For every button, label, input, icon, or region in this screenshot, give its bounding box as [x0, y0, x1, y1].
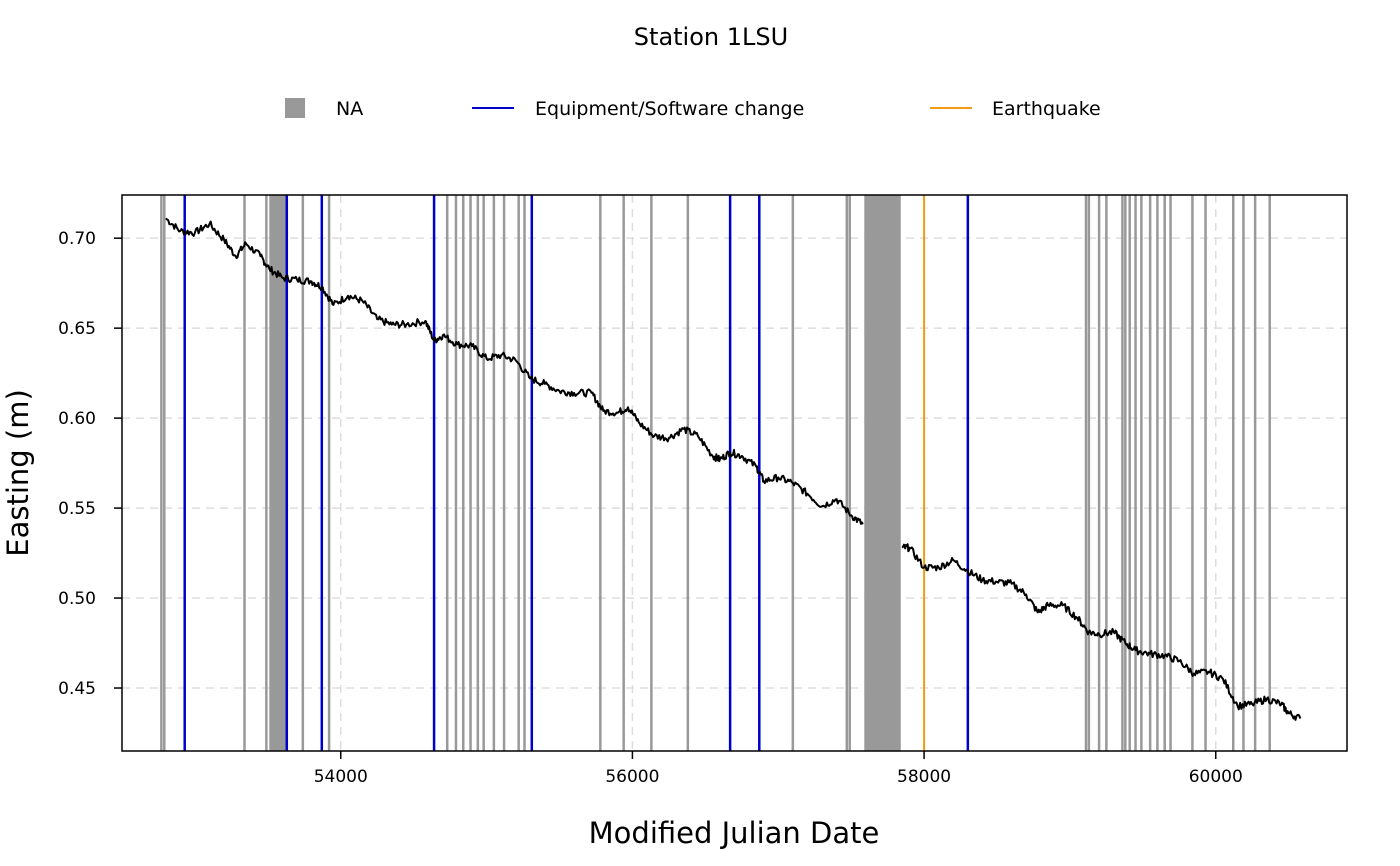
legend-label: Earthquake — [992, 98, 1101, 120]
legend-label: NA — [336, 98, 363, 120]
x-tick-label: 54000 — [314, 767, 368, 787]
y-tick-label: 0.70 — [58, 229, 96, 249]
y-axis-title: Easting (m) — [1, 389, 35, 557]
plot-frame — [121, 194, 1348, 752]
x-tick-label: 56000 — [605, 767, 659, 787]
legend-symbol-na — [285, 98, 305, 118]
x-tick-label: 60000 — [1189, 767, 1243, 787]
chart-title: Station 1LSU — [634, 23, 788, 51]
y-tick-label: 0.55 — [58, 499, 96, 519]
y-tick-label: 0.65 — [58, 319, 96, 339]
y-tick-label: 0.45 — [58, 679, 96, 699]
na-span — [864, 195, 901, 751]
x-axis-title: Modified Julian Date — [589, 816, 880, 850]
x-tick-label: 58000 — [897, 767, 951, 787]
series-line — [165, 217, 1302, 721]
legend: NA Equipment/Software change Earthquake — [285, 98, 1101, 120]
y-tick-label: 0.50 — [58, 589, 96, 609]
y-axis: 0.45 0.50 0.55 0.60 0.65 0.70 — [58, 229, 122, 699]
series-layer — [165, 217, 1302, 721]
event-markers — [160, 195, 1271, 751]
x-axis: 54000 56000 58000 60000 — [314, 751, 1243, 787]
y-tick-label: 0.60 — [58, 409, 96, 429]
legend-label: Equipment/Software change — [535, 98, 804, 120]
na-span — [269, 195, 287, 751]
